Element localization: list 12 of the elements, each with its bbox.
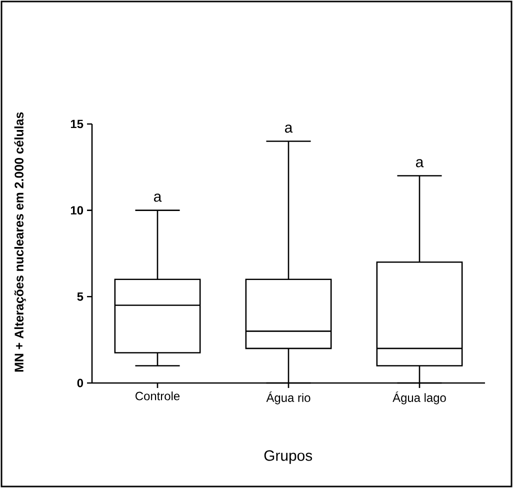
y-tick-label: 0 [77, 378, 84, 388]
x-tick-label: Água lago [392, 391, 446, 404]
annotation: a [154, 194, 162, 202]
y-tick-label: 15 [70, 120, 84, 128]
x-tick-label: Controle [136, 391, 180, 400]
y-tick-label: 5 [77, 292, 84, 301]
x-tick-label: Água rio [266, 391, 310, 404]
annotation: a [284, 124, 293, 133]
annotation: a [416, 159, 424, 168]
y-axis-title: MN + Alterações nucleares em 2.000 células [14, 112, 26, 372]
x-axis-title: Grupos [264, 450, 312, 464]
y-tick-label: 10 [70, 206, 84, 215]
